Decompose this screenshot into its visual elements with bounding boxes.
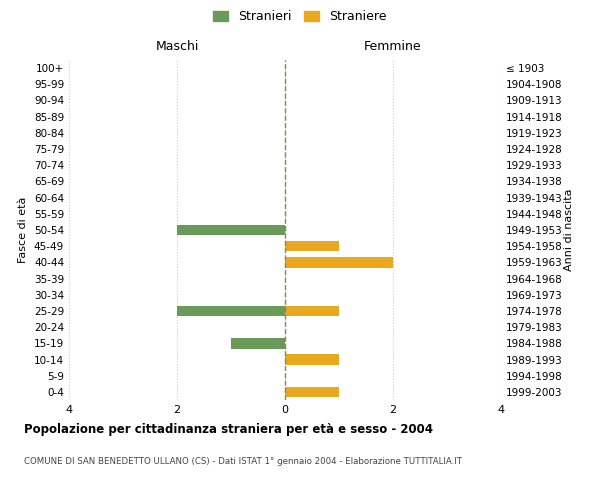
Bar — [285, 354, 339, 365]
Bar — [285, 241, 339, 252]
Y-axis label: Fasce di età: Fasce di età — [19, 197, 28, 263]
Bar — [177, 224, 285, 235]
Bar — [285, 257, 393, 268]
Legend: Stranieri, Straniere: Stranieri, Straniere — [209, 6, 391, 26]
Bar — [285, 386, 339, 397]
Bar — [285, 306, 339, 316]
Text: COMUNE DI SAN BENEDETTO ULLANO (CS) - Dati ISTAT 1° gennaio 2004 - Elaborazione : COMUNE DI SAN BENEDETTO ULLANO (CS) - Da… — [24, 458, 462, 466]
Text: Maschi: Maschi — [155, 40, 199, 53]
Bar — [177, 306, 285, 316]
Bar — [231, 338, 285, 348]
Text: Popolazione per cittadinanza straniera per età e sesso - 2004: Popolazione per cittadinanza straniera p… — [24, 422, 433, 436]
Y-axis label: Anni di nascita: Anni di nascita — [564, 188, 574, 271]
Text: Femmine: Femmine — [364, 40, 422, 53]
